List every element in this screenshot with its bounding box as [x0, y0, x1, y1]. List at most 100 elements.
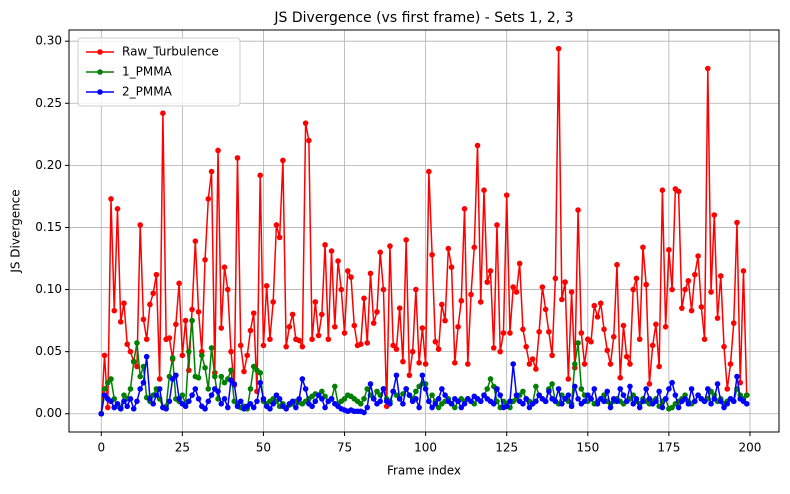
data-point	[646, 381, 653, 387]
y-tick-label: 0.10	[35, 282, 62, 296]
legend-label: Raw_Turbulence	[122, 45, 219, 59]
data-point	[477, 299, 484, 305]
data-point	[111, 404, 118, 411]
data-point	[254, 398, 260, 405]
data-point	[422, 361, 429, 367]
data-point	[143, 353, 150, 360]
data-point	[497, 348, 504, 355]
data-point	[705, 386, 711, 392]
data-point	[302, 120, 309, 126]
data-point	[134, 398, 140, 405]
data-point	[104, 404, 111, 411]
data-point	[429, 251, 435, 258]
data-point	[150, 290, 156, 297]
data-point	[293, 404, 299, 411]
data-point	[477, 398, 484, 405]
data-point	[117, 319, 124, 325]
y-tick-label: 0.25	[35, 96, 62, 110]
data-point	[163, 405, 169, 412]
data-point	[299, 343, 306, 350]
data-point	[221, 264, 228, 271]
x-tick-label: 100	[414, 441, 437, 455]
data-point	[416, 360, 422, 366]
data-point	[701, 336, 708, 343]
data-point	[403, 237, 409, 243]
data-point	[711, 212, 718, 218]
data-point	[552, 275, 559, 282]
data-point	[393, 346, 400, 352]
data-point	[666, 386, 672, 392]
data-point	[374, 309, 380, 315]
x-tick-label: 175	[657, 441, 680, 455]
data-point	[267, 336, 273, 343]
data-point	[341, 330, 348, 336]
series-line	[100, 48, 748, 414]
data-point	[250, 310, 257, 316]
data-point	[364, 386, 371, 392]
data-point	[604, 347, 611, 354]
data-point	[104, 379, 111, 386]
data-point	[640, 244, 646, 251]
data-point	[484, 386, 491, 392]
data-point	[166, 398, 173, 405]
data-point	[114, 401, 121, 407]
data-point	[387, 401, 393, 407]
data-point	[267, 405, 273, 412]
data-point	[276, 234, 283, 241]
data-point	[299, 376, 306, 382]
data-point	[730, 320, 737, 326]
data-point	[121, 398, 127, 405]
data-point	[455, 398, 461, 405]
data-point	[208, 392, 215, 398]
data-point	[218, 401, 225, 407]
data-point	[435, 404, 442, 411]
data-point	[610, 333, 617, 340]
data-point	[503, 192, 510, 198]
data-point	[653, 398, 659, 405]
data-point	[591, 386, 598, 392]
data-point	[237, 342, 244, 349]
data-point	[218, 325, 225, 331]
data-point	[208, 345, 215, 351]
data-point	[101, 386, 108, 392]
data-point	[195, 374, 202, 381]
data-point	[646, 396, 653, 402]
data-point	[507, 330, 513, 336]
data-point	[617, 374, 624, 381]
data-point	[380, 286, 387, 293]
data-point	[549, 381, 555, 387]
data-point	[390, 388, 396, 395]
data-point	[169, 376, 176, 382]
data-point	[601, 326, 607, 333]
data-point	[400, 358, 406, 365]
data-point	[487, 268, 494, 274]
data-point	[730, 398, 737, 405]
data-point	[685, 278, 692, 284]
data-point	[357, 341, 364, 347]
data-point	[361, 396, 367, 402]
y-tick-label: 0.00	[35, 406, 62, 420]
data-point	[439, 386, 445, 392]
data-point	[348, 274, 354, 280]
data-point	[127, 348, 134, 355]
data-point	[156, 376, 163, 382]
data-point	[575, 207, 581, 213]
data-point	[228, 377, 234, 384]
x-tick-label: 200	[739, 441, 762, 455]
x-tick-label: 25	[175, 441, 190, 455]
data-point	[627, 361, 633, 367]
data-point	[636, 404, 643, 411]
data-point	[260, 342, 267, 349]
data-point	[98, 410, 105, 417]
data-point	[572, 383, 578, 390]
data-point	[367, 270, 374, 277]
data-point	[607, 404, 614, 411]
legend-marker	[97, 69, 103, 75]
data-point	[688, 386, 695, 392]
data-point	[559, 296, 565, 303]
data-point	[344, 268, 351, 274]
data-point	[448, 401, 455, 407]
data-point	[669, 404, 675, 411]
data-point	[338, 286, 345, 293]
legend-marker	[97, 89, 103, 95]
